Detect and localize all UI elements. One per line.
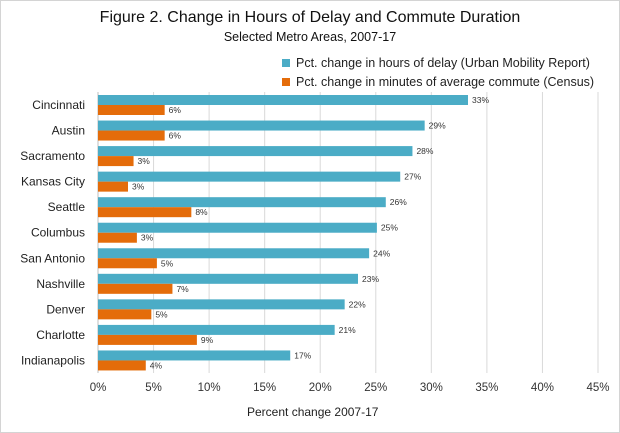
legend-swatch-delay [282,58,290,67]
category-labels: Cincinnati Austin Sacramento Kansas City Sea… [20,98,85,367]
chart-subtitle: Selected Metro Areas, 2007-17 [223,30,397,44]
data-label-commute: 8% [195,207,208,217]
data-label-delay: 22% [349,299,366,309]
category-label: Seattle [48,200,86,214]
data-label-delay: 25% [381,223,398,233]
bar-commute [98,105,165,115]
data-label-commute: 6% [169,105,182,115]
bar-delay [98,95,468,105]
category-label: Kansas City [21,175,85,189]
bar-delay [98,299,345,310]
legend-label-delay: Pct. change in hours of delay (Urban Mob… [296,55,590,70]
x-tick-label: 35% [475,382,498,394]
bar-commute [98,181,128,192]
category-label: Charlotte [36,328,85,342]
bar-delay [98,120,425,131]
data-label-commute: 6% [169,131,182,141]
category-label: Sacramento [20,149,85,163]
data-label-delay: 33% [472,95,489,105]
bars: 33% 6% 29% 6% 28% 3% 27% 3% 26% 8% 25% 3% 24% 5% 23% 7%… [98,95,489,371]
x-tick-label: 0% [90,382,107,394]
category-label: Austin [52,124,85,138]
bar-delay [98,171,401,182]
data-label-delay: 27% [404,172,421,182]
bar-delay [98,197,386,208]
bar-commute [98,232,137,243]
bar-commute [98,360,146,371]
x-tick-label: 5% [145,382,162,394]
bar-commute [98,207,192,218]
legend-item-commute: Pct. change in minutes of average commut… [282,73,594,90]
chart-title: Figure 2. Change in Hours of Delay and C… [99,9,521,26]
x-tick-label: 10% [198,382,221,394]
bar-delay [98,146,413,157]
data-label-commute: 3% [132,182,145,192]
data-label-delay: 24% [373,248,390,258]
data-label-commute: 4% [150,360,163,370]
data-label-delay: 17% [294,350,311,360]
legend-label-commute: Pct. change in minutes of average commut… [296,74,595,89]
x-tick-label: 15% [253,382,276,394]
bar-delay [98,222,377,233]
bar-delay [98,350,291,361]
category-label: Columbus [31,226,85,240]
data-label-delay: 28% [416,146,433,156]
data-label-commute: 3% [141,233,154,243]
x-tick-label: 40% [531,382,554,394]
x-tick-labels: 0% 5% 10% 15% 20% 25% 30% 35% 40% 45% [90,382,610,394]
x-tick-label: 45% [586,382,609,394]
bar-delay [98,273,358,284]
category-label: Indianapolis [21,353,85,367]
data-label-delay: 29% [429,121,446,131]
data-label-commute: 5% [161,258,174,268]
bar-commute [98,283,173,294]
category-label: San Antonio [20,251,85,265]
bar-delay [98,324,335,335]
data-label-commute: 7% [176,284,189,294]
bar-commute [98,334,197,345]
bar-commute [98,258,157,269]
bar-commute [98,309,152,320]
legend-item-delay: Pct. change in hours of delay (Urban Mob… [282,54,594,71]
legend-swatch-commute [282,77,290,86]
x-axis-label: Percent change 2007-17 [247,405,379,419]
category-label: Denver [46,302,85,316]
category-label: Nashville [36,277,85,291]
bar-delay [98,248,370,259]
x-tick-label: 20% [309,382,332,394]
category-label: Cincinnati [32,98,85,112]
x-tick-label: 25% [364,382,387,394]
data-label-delay: 21% [339,325,356,335]
legend: Pct. change in hours of delay (Urban Mob… [282,54,594,92]
bar-commute [98,156,134,167]
x-tick-label: 30% [420,382,443,394]
data-label-commute: 3% [138,156,151,166]
data-label-delay: 26% [390,197,407,207]
bar-commute [98,130,165,141]
data-label-commute: 5% [155,309,168,319]
data-label-commute: 9% [201,335,214,345]
data-label-delay: 23% [362,274,379,284]
